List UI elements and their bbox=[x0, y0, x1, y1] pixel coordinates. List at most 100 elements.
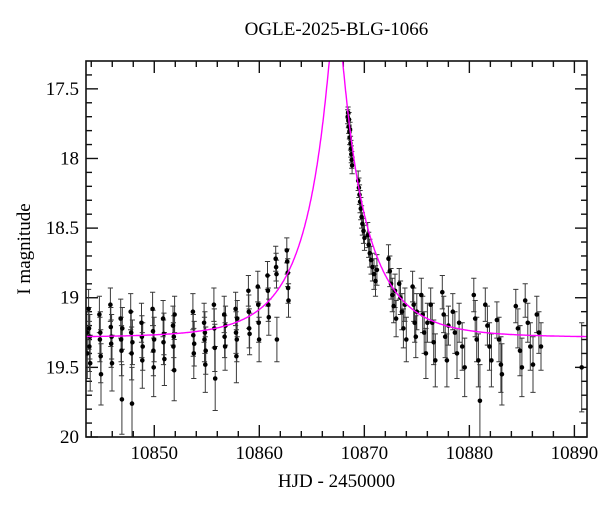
data-point bbox=[190, 309, 196, 315]
data-point bbox=[410, 284, 415, 289]
data-point bbox=[191, 333, 196, 338]
y-tick-label: 19 bbox=[60, 288, 79, 309]
data-point bbox=[413, 334, 419, 340]
data-point bbox=[140, 358, 145, 363]
data-point bbox=[444, 358, 450, 363]
data-point bbox=[476, 358, 481, 363]
data-point bbox=[266, 314, 272, 320]
data-point bbox=[373, 278, 378, 284]
data-point bbox=[98, 372, 104, 377]
data-point bbox=[487, 344, 492, 349]
data-point bbox=[108, 324, 114, 330]
data-point bbox=[222, 334, 227, 340]
data-point bbox=[387, 269, 393, 274]
data-point bbox=[349, 157, 355, 163]
y-tick-label: 20 bbox=[60, 427, 79, 448]
data-point bbox=[151, 348, 156, 354]
data-point bbox=[386, 256, 391, 262]
data-point bbox=[534, 312, 540, 317]
data-point bbox=[109, 360, 115, 366]
data-point bbox=[211, 302, 217, 308]
data-point bbox=[203, 362, 208, 367]
data-point bbox=[472, 316, 478, 321]
data-point bbox=[265, 288, 271, 294]
data-point bbox=[412, 320, 418, 326]
model-curve bbox=[86, 61, 587, 338]
y-tick-label: 19.5 bbox=[46, 357, 79, 378]
data-point bbox=[274, 271, 279, 277]
data-point bbox=[452, 330, 458, 335]
data-point bbox=[579, 365, 584, 370]
data-point bbox=[86, 326, 92, 331]
data-point bbox=[456, 320, 462, 326]
data-point bbox=[359, 214, 364, 220]
data-point bbox=[450, 309, 456, 315]
data-point bbox=[162, 356, 167, 362]
data-point bbox=[161, 340, 166, 345]
data-point bbox=[498, 362, 504, 367]
data-point bbox=[128, 309, 133, 315]
data-point bbox=[171, 334, 177, 340]
data-point bbox=[496, 337, 502, 342]
data-point bbox=[425, 320, 430, 326]
data-point bbox=[428, 302, 434, 308]
data-point bbox=[86, 306, 91, 312]
data-point bbox=[366, 242, 372, 248]
data-point bbox=[171, 344, 176, 349]
data-point bbox=[246, 309, 252, 315]
data-point bbox=[489, 358, 494, 363]
x-axis-title: HJD - 2450000 bbox=[277, 471, 396, 492]
data-point bbox=[390, 292, 395, 298]
data-point bbox=[440, 289, 445, 295]
data-point bbox=[120, 326, 125, 331]
data-point bbox=[139, 320, 144, 326]
data-point bbox=[284, 248, 290, 253]
data-point bbox=[119, 397, 125, 402]
x-tick-label: 10850 bbox=[131, 443, 179, 464]
data-point bbox=[97, 312, 102, 317]
data-point bbox=[433, 358, 438, 363]
data-point bbox=[360, 221, 365, 227]
data-point bbox=[129, 351, 134, 356]
y-axis-title: I magnitude bbox=[14, 203, 35, 295]
data-point bbox=[538, 344, 544, 349]
data-point bbox=[274, 337, 280, 342]
data-point bbox=[130, 340, 135, 345]
data-points bbox=[86, 110, 584, 406]
data-point bbox=[399, 309, 405, 315]
data-point bbox=[459, 344, 465, 349]
data-point bbox=[401, 326, 406, 331]
data-point bbox=[349, 163, 355, 168]
data-point bbox=[246, 288, 251, 294]
data-point bbox=[284, 259, 290, 264]
data-point bbox=[515, 326, 521, 331]
data-point bbox=[404, 337, 409, 342]
y-tick-label: 18.5 bbox=[46, 218, 79, 239]
data-point bbox=[477, 398, 483, 404]
data-point bbox=[454, 351, 460, 356]
data-point bbox=[471, 292, 477, 298]
data-point bbox=[212, 376, 218, 381]
x-tick-label: 10880 bbox=[446, 443, 494, 464]
data-point bbox=[517, 348, 523, 354]
data-point bbox=[519, 365, 525, 370]
chart-title: OGLE-2025-BLG-1066 bbox=[244, 19, 429, 40]
data-point bbox=[273, 264, 279, 270]
data-point bbox=[285, 285, 291, 291]
data-point bbox=[86, 351, 90, 356]
data-point bbox=[87, 360, 93, 366]
data-point bbox=[528, 344, 533, 349]
data-point bbox=[536, 330, 542, 335]
data-point bbox=[191, 341, 197, 347]
data-point bbox=[203, 348, 208, 354]
data-point bbox=[367, 250, 373, 256]
data-point bbox=[150, 306, 155, 312]
data-point bbox=[151, 365, 156, 370]
data-point bbox=[358, 206, 364, 211]
x-tick-label: 10890 bbox=[551, 443, 599, 464]
data-point bbox=[202, 337, 207, 342]
data-point bbox=[371, 271, 377, 277]
data-point bbox=[201, 320, 207, 326]
